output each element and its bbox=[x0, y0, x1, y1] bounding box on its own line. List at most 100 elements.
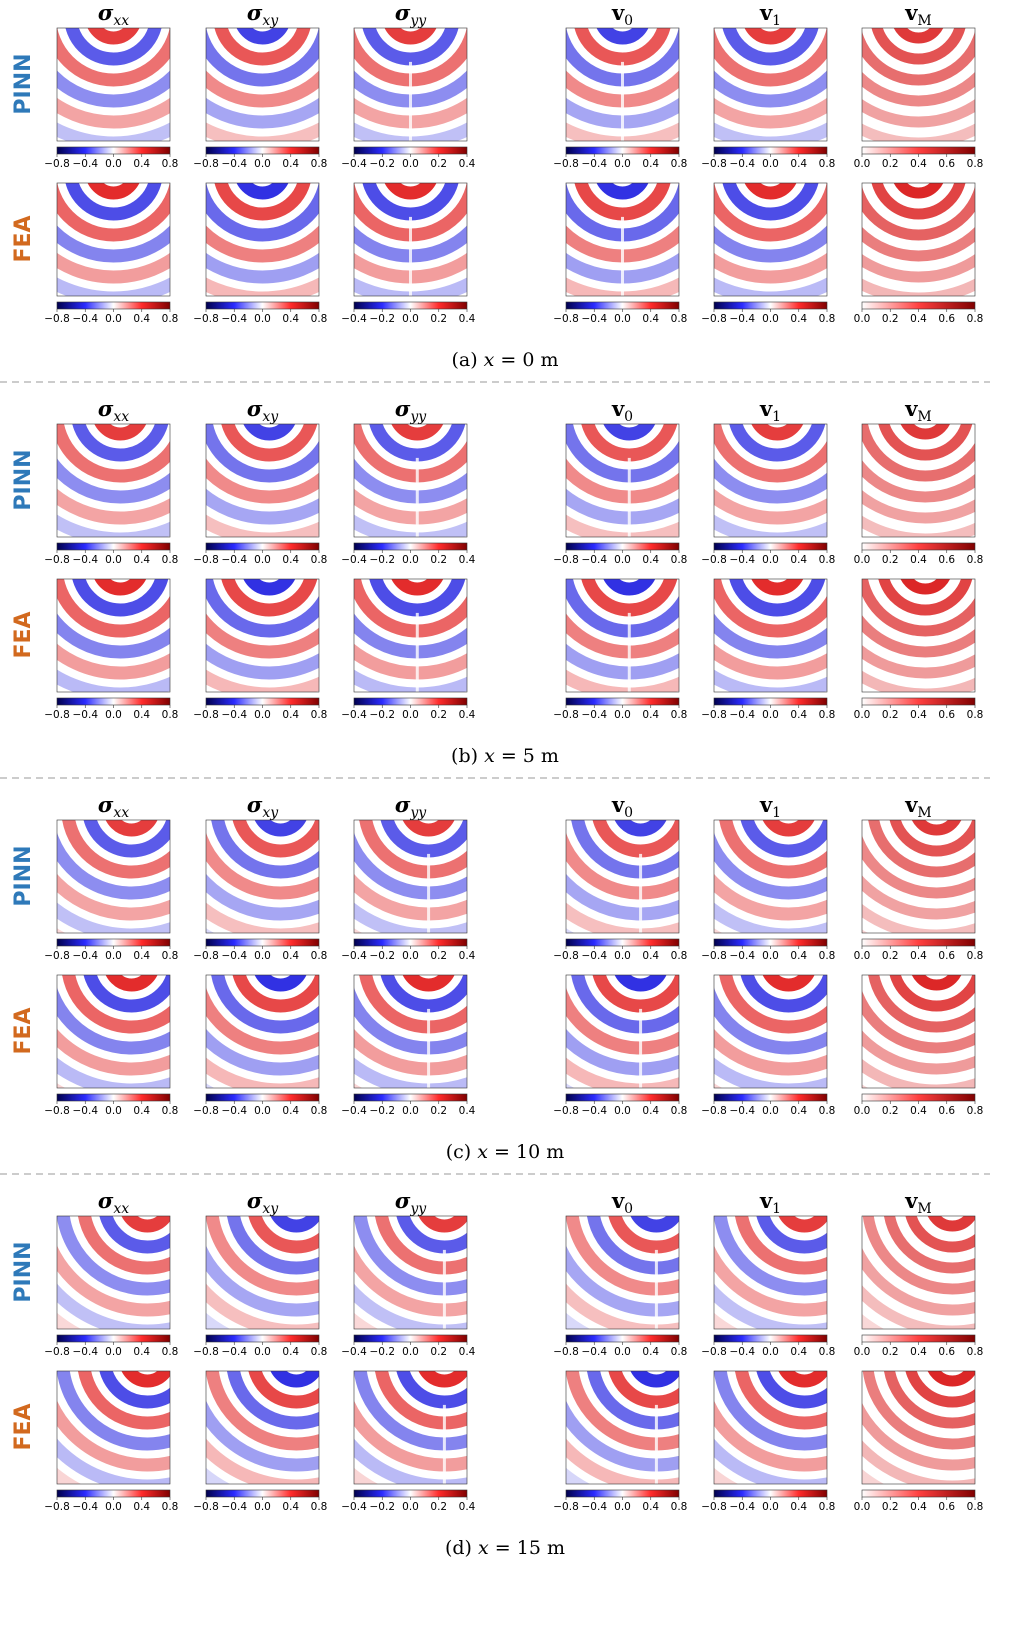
colorbar-tick-label: −0.4 bbox=[222, 313, 248, 325]
wave bbox=[878, 424, 973, 461]
wave bbox=[762, 975, 815, 992]
wave bbox=[581, 424, 678, 462]
column-title: vM bbox=[904, 792, 932, 821]
wave bbox=[862, 990, 975, 1054]
colorbar bbox=[565, 1334, 680, 1343]
wave bbox=[762, 820, 815, 837]
colorbar bbox=[56, 697, 171, 706]
row-label: PINN bbox=[11, 53, 36, 114]
column-symbol: σ bbox=[247, 0, 263, 25]
column-title: vM bbox=[904, 396, 932, 425]
row-label: PINN bbox=[11, 845, 36, 906]
wave bbox=[243, 579, 296, 596]
colorbar-tick-label: 0.8 bbox=[967, 950, 984, 962]
wave bbox=[206, 832, 319, 900]
column-title: v0 bbox=[611, 1188, 633, 1217]
wave bbox=[893, 183, 944, 199]
heatmap bbox=[354, 975, 467, 1088]
panel-frame bbox=[713, 1215, 828, 1330]
wave bbox=[391, 424, 444, 441]
heatmap bbox=[57, 579, 170, 692]
colorbar-tick-label: −0.4 bbox=[73, 950, 99, 962]
colorbar bbox=[861, 697, 976, 706]
wave bbox=[206, 70, 319, 108]
colorbar bbox=[56, 542, 171, 551]
panel-frame bbox=[353, 974, 468, 1089]
heatmap bbox=[206, 579, 319, 692]
colorbar-tick-label: −0.4 bbox=[73, 554, 99, 566]
panel-frame bbox=[713, 974, 828, 1089]
wave bbox=[121, 1216, 170, 1233]
caption-label: (b) bbox=[451, 745, 478, 767]
caption-value: = 5 m bbox=[501, 745, 559, 767]
colorbar-tick-label: 0.8 bbox=[671, 313, 688, 325]
colorbar bbox=[713, 542, 828, 551]
wave bbox=[369, 579, 466, 617]
heatmap bbox=[862, 424, 975, 537]
wave bbox=[77, 1371, 170, 1430]
heatmap bbox=[57, 820, 170, 933]
column-symbol: σ bbox=[247, 396, 263, 421]
wave bbox=[927, 1371, 975, 1387]
colorbar-tick-label: 0.4 bbox=[282, 313, 299, 325]
colorbar-tick-label: 0.0 bbox=[854, 1346, 871, 1358]
heatmap bbox=[206, 975, 319, 1088]
heatmap bbox=[57, 1216, 170, 1329]
colorbar-tick-label: 0.0 bbox=[402, 1501, 419, 1513]
wave bbox=[226, 1371, 319, 1430]
wave bbox=[630, 1216, 679, 1233]
wave bbox=[778, 1371, 827, 1388]
colorbar-tick-label: 0.4 bbox=[642, 709, 659, 721]
colorbar-tick-label: 0.0 bbox=[402, 554, 419, 566]
column-subscript: xx bbox=[113, 1201, 129, 1217]
wave bbox=[603, 579, 656, 596]
colorbar-tick-label: 0.0 bbox=[402, 158, 419, 170]
wave bbox=[87, 183, 140, 200]
colorbar-tick-label: −0.8 bbox=[553, 313, 579, 325]
colorbar-tick-label: 0.6 bbox=[938, 313, 955, 325]
wave bbox=[65, 183, 162, 221]
wave bbox=[380, 820, 467, 858]
colorbar-tick-label: 0.0 bbox=[762, 1501, 779, 1513]
colorbar-tick-label: −0.4 bbox=[73, 1346, 99, 1358]
column-title: σxx bbox=[98, 0, 129, 29]
column-subscript: xx bbox=[113, 409, 129, 425]
colorbar-tick-label: 0.4 bbox=[459, 554, 476, 566]
colorbar-tick-label: −0.8 bbox=[553, 1105, 579, 1117]
colorbar bbox=[56, 1489, 171, 1498]
wave bbox=[714, 97, 827, 129]
column-symbol: σ bbox=[247, 1188, 263, 1213]
column-title: σxx bbox=[98, 792, 129, 821]
colorbar-tick-label: 0.0 bbox=[762, 554, 779, 566]
column-symbol: σ bbox=[98, 0, 114, 25]
colorbar-tick-label: 0.0 bbox=[254, 1105, 271, 1117]
wave bbox=[751, 579, 804, 596]
wave bbox=[206, 488, 319, 525]
colorbar-tick-label: −0.8 bbox=[193, 313, 219, 325]
colorbar bbox=[861, 1093, 976, 1102]
colorbar-tick-label: 0.0 bbox=[854, 158, 871, 170]
wave bbox=[362, 28, 459, 66]
panel-frame bbox=[565, 182, 680, 297]
colorbar bbox=[565, 1489, 680, 1498]
wave bbox=[62, 975, 170, 1034]
wave bbox=[418, 1216, 467, 1233]
caption: (d) x = 15 m bbox=[445, 1537, 565, 1559]
colorbar-tick-label: 0.8 bbox=[311, 950, 328, 962]
wave bbox=[206, 252, 319, 284]
wave bbox=[596, 183, 649, 200]
wave bbox=[862, 71, 975, 107]
wave bbox=[384, 183, 437, 200]
heatmap bbox=[566, 1216, 679, 1329]
wave bbox=[740, 820, 827, 858]
colorbar bbox=[56, 1093, 171, 1102]
caption-label: (d) bbox=[445, 1537, 472, 1559]
colorbar-tick-label: 0.4 bbox=[790, 1105, 807, 1117]
heatmap bbox=[714, 579, 827, 692]
colorbar-tick-label: −0.2 bbox=[370, 1105, 396, 1117]
colorbar bbox=[861, 1489, 976, 1498]
wave bbox=[254, 975, 307, 992]
panel-frame bbox=[205, 819, 320, 934]
wave bbox=[57, 643, 170, 680]
wave bbox=[57, 873, 170, 921]
